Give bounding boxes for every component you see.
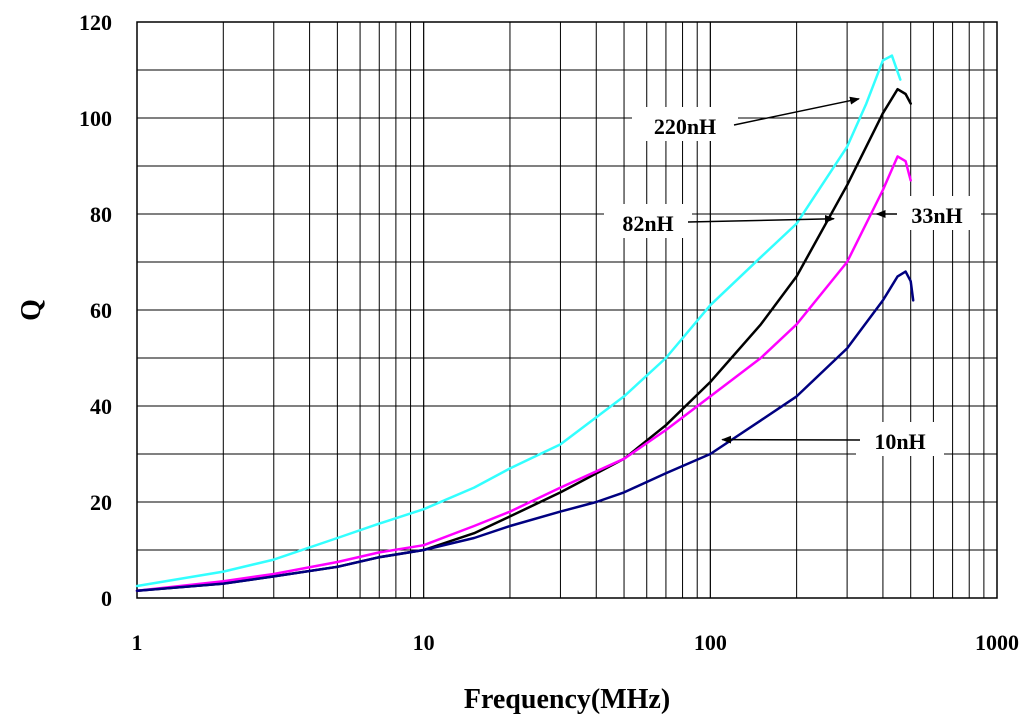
y-tick-label: 80 xyxy=(90,202,112,227)
x-axis-label: Frequency(MHz) xyxy=(464,684,670,715)
annotation-bg xyxy=(856,422,944,456)
annotation-label: 33nH xyxy=(911,203,962,228)
annotation-bg xyxy=(893,196,981,230)
y-tick-label: 0 xyxy=(101,586,112,611)
annotation-arrow xyxy=(733,96,860,126)
series-layer xyxy=(135,54,915,593)
grid-lines xyxy=(137,22,997,598)
y-axis-label: Q xyxy=(16,299,47,321)
annotations: 220nH 82nH 33nH 10nH xyxy=(604,96,981,456)
annotation-label: 220nH xyxy=(654,114,716,139)
y-tick-label: 120 xyxy=(79,10,112,35)
y-tick-labels: 0 20 40 60 80 100 120 xyxy=(79,10,112,611)
x-tick-label: 1000 xyxy=(975,630,1019,655)
x-tick-label: 1 xyxy=(132,630,143,655)
y-tick-label: 100 xyxy=(79,106,112,131)
annotation-label: 10nH xyxy=(874,429,925,454)
series-line-33nH xyxy=(135,155,912,593)
y-tick-label: 40 xyxy=(90,394,112,419)
y-tick-label: 20 xyxy=(90,490,112,515)
x-tick-labels: 1 10 100 1000 xyxy=(132,630,1020,655)
x-tick-label: 10 xyxy=(413,630,435,655)
annotation-label: 82nH xyxy=(622,211,673,236)
series-line-220nH xyxy=(135,54,902,588)
annotation-bg xyxy=(604,204,692,238)
annotation-bg xyxy=(632,107,738,141)
annotation-arrow xyxy=(687,214,835,223)
y-tick-label: 60 xyxy=(90,298,112,323)
series-line-10nH xyxy=(135,270,915,593)
plot-area-border xyxy=(136,21,998,599)
x-tick-label: 100 xyxy=(694,630,727,655)
